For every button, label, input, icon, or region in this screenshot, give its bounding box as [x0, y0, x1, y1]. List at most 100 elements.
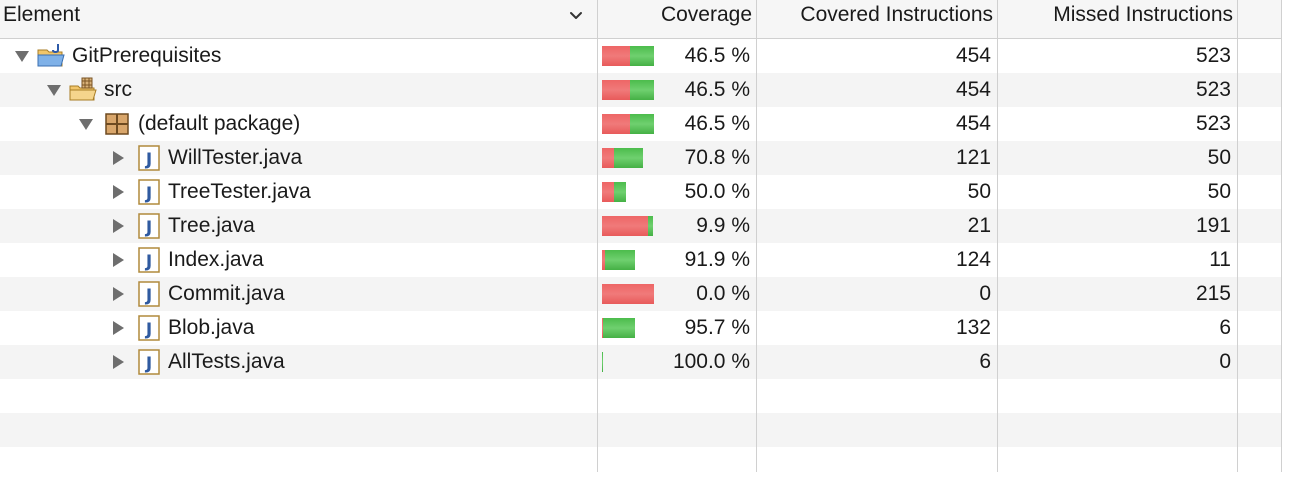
- missed-bar-segment: [602, 114, 630, 134]
- java-file-icon: J: [138, 349, 160, 375]
- tree-row-package[interactable]: (default package) 46.5 % 454 523: [0, 107, 1281, 141]
- element-cell: J TreeTester.java: [0, 175, 597, 209]
- coverage-bar: [602, 46, 654, 66]
- java-file-icon: J: [138, 247, 160, 273]
- covered-bar-segment: [630, 114, 654, 134]
- covered-instructions-value: 124: [955, 248, 991, 271]
- coverage-bar: [602, 80, 654, 100]
- element-name: src: [104, 78, 132, 101]
- collapsed-triangle-icon[interactable]: [110, 218, 126, 234]
- collapsed-triangle-icon[interactable]: [110, 320, 126, 336]
- coverage-cell: 70.8 %: [598, 141, 756, 175]
- coverage-cell: 46.5 %: [598, 39, 756, 73]
- column-header-element[interactable]: Element: [0, 0, 597, 38]
- java-file-icon: J: [138, 315, 160, 341]
- column-divider[interactable]: [1237, 0, 1238, 472]
- tree-row-java-file[interactable]: J Tree.java 9.9 % 21 191: [0, 209, 1281, 243]
- element-name: Index.java: [168, 248, 264, 271]
- missed-bar-segment: [602, 182, 614, 202]
- covered-bar-segment: [648, 216, 653, 236]
- covered-instructions-value: 121: [955, 146, 991, 169]
- column-header-element-label: Element: [3, 3, 81, 26]
- covered-instructions-value: 454: [955, 44, 991, 67]
- coverage-percent: 50.0 %: [684, 180, 750, 203]
- element-cell: src: [0, 73, 597, 107]
- chevron-down-icon[interactable]: [568, 8, 584, 24]
- coverage-bar: [602, 352, 603, 372]
- missed-instructions-value: 523: [1195, 78, 1231, 101]
- element-cell: J Blob.java: [0, 311, 597, 345]
- element-cell: J Index.java: [0, 243, 597, 277]
- tree-row-java-file[interactable]: J AllTests.java 100.0 % 6 0: [0, 345, 1281, 379]
- tree-row-java-file[interactable]: J WillTester.java 70.8 % 121 50: [0, 141, 1281, 175]
- covered-bar-segment: [605, 250, 635, 270]
- expand-triangle-icon[interactable]: [78, 116, 94, 132]
- coverage-percent: 9.9 %: [696, 214, 750, 237]
- coverage-cell: 100.0 %: [598, 345, 756, 379]
- covered-bar-segment: [614, 148, 643, 168]
- svg-text:J: J: [145, 252, 152, 272]
- missed-instructions-value: 50: [1207, 180, 1231, 203]
- collapsed-triangle-icon[interactable]: [110, 286, 126, 302]
- svg-text:J: J: [145, 218, 152, 238]
- coverage-percent: 46.5 %: [684, 44, 750, 67]
- missed-bar-segment: [602, 284, 654, 304]
- column-divider[interactable]: [597, 0, 598, 472]
- coverage-bar: [602, 284, 654, 304]
- svg-text:J: J: [145, 184, 152, 204]
- svg-text:J: J: [145, 354, 152, 374]
- java-file-icon: J: [138, 213, 160, 239]
- coverage-cell: 46.5 %: [598, 107, 756, 141]
- collapsed-triangle-icon[interactable]: [110, 150, 126, 166]
- missed-bar-segment: [602, 250, 605, 270]
- covered-bar-segment: [630, 80, 654, 100]
- element-name: GitPrerequisites: [72, 44, 222, 67]
- collapsed-triangle-icon[interactable]: [110, 354, 126, 370]
- svg-text:J: J: [145, 286, 152, 306]
- coverage-percent: 46.5 %: [684, 78, 750, 101]
- column-divider[interactable]: [756, 0, 757, 472]
- coverage-bar: [602, 318, 635, 338]
- coverage-cell: 0.0 %: [598, 277, 756, 311]
- column-divider[interactable]: [997, 0, 998, 472]
- column-header-missed-instructions[interactable]: Missed Instructions: [1053, 3, 1233, 26]
- column-header-coverage[interactable]: Coverage: [660, 3, 752, 26]
- covered-bar-segment: [630, 46, 654, 66]
- tree-row-java-file[interactable]: J Blob.java 95.7 % 132 6: [0, 311, 1281, 345]
- column-header-covered-instructions[interactable]: Covered Instructions: [800, 3, 993, 26]
- covered-bar-segment: [602, 352, 603, 372]
- element-name: (default package): [138, 112, 301, 135]
- collapsed-triangle-icon[interactable]: [110, 252, 126, 268]
- missed-instructions-value: 6: [1219, 316, 1231, 339]
- tree-row-project[interactable]: GitPrerequisites 46.5 % 454 523: [0, 39, 1281, 73]
- java-file-icon: J: [138, 145, 160, 171]
- element-cell: J WillTester.java: [0, 141, 597, 175]
- svg-text:J: J: [145, 150, 152, 170]
- element-name: AllTests.java: [168, 350, 285, 373]
- missed-instructions-value: 523: [1195, 112, 1231, 135]
- coverage-percent: 46.5 %: [684, 112, 750, 135]
- coverage-bar: [602, 182, 626, 202]
- vertical-scrollbar-track[interactable]: [1281, 0, 1292, 472]
- empty-row: [0, 447, 1281, 481]
- tree-row-java-file[interactable]: J Index.java 91.9 % 124 11: [0, 243, 1281, 277]
- coverage-percent: 91.9 %: [684, 248, 750, 271]
- tree-row-java-file[interactable]: J Commit.java 0.0 % 0 215: [0, 277, 1281, 311]
- coverage-cell: 50.0 %: [598, 175, 756, 209]
- expand-triangle-icon[interactable]: [46, 82, 62, 98]
- coverage-cell: 91.9 %: [598, 243, 756, 277]
- covered-instructions-value: 50: [967, 180, 991, 203]
- element-cell: J Tree.java: [0, 209, 597, 243]
- tree-row-source-folder[interactable]: src 46.5 % 454 523: [0, 73, 1281, 107]
- covered-instructions-value: 0: [979, 282, 991, 305]
- empty-row: [0, 379, 1281, 413]
- covered-bar-segment: [614, 182, 626, 202]
- package-icon: [105, 113, 129, 135]
- expand-triangle-icon[interactable]: [14, 48, 30, 64]
- table-header: Element Coverage Covered Instructions Mi…: [0, 0, 1292, 39]
- collapsed-triangle-icon[interactable]: [110, 184, 126, 200]
- missed-bar-segment: [602, 46, 630, 66]
- missed-instructions-value: 0: [1219, 350, 1231, 373]
- missed-instructions-value: 523: [1195, 44, 1231, 67]
- tree-row-java-file[interactable]: J TreeTester.java 50.0 % 50 50: [0, 175, 1281, 209]
